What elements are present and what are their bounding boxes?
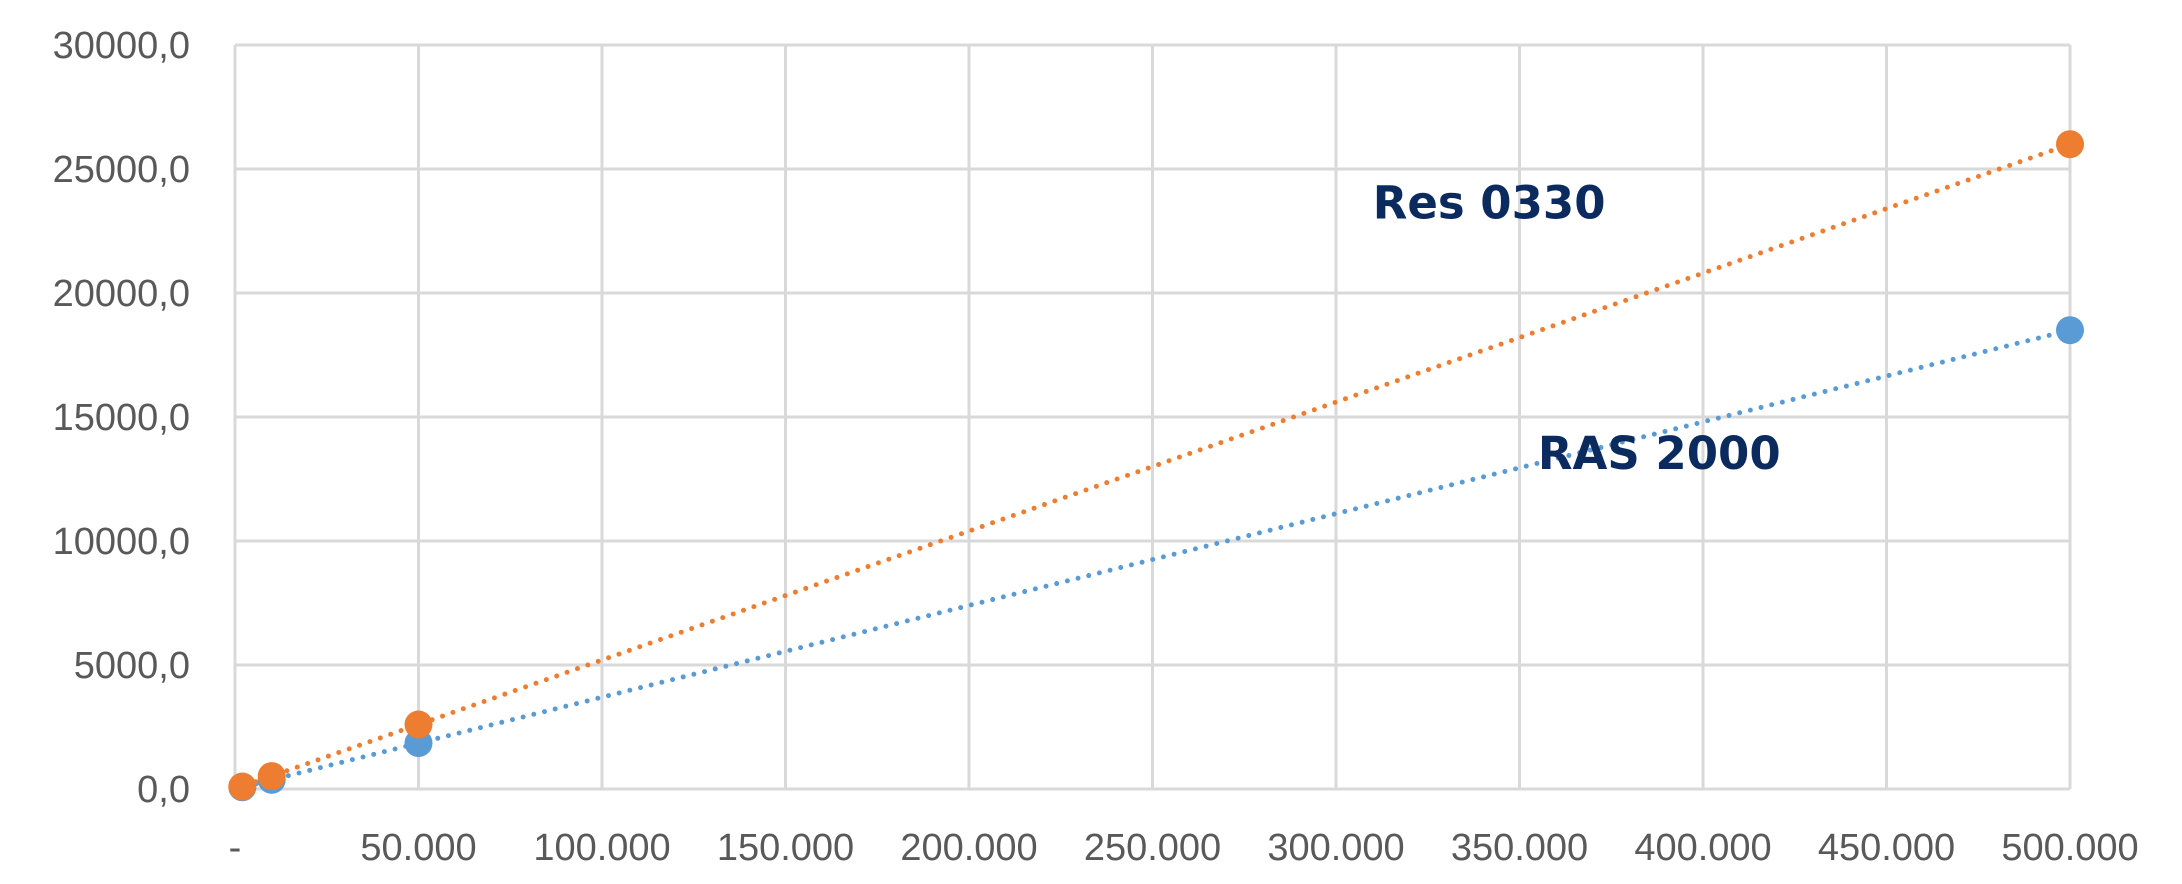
x-axis-labels: - 50.000 100.000 150.000 200.000 250.000 300.0…: [229, 827, 2139, 869]
data-points: [228, 130, 2084, 802]
y-tick-label: 10000,0: [53, 521, 190, 563]
x-tick-label: -: [229, 827, 242, 869]
y-tick-label: 0,0: [137, 769, 190, 811]
x-tick-label: 50.000: [360, 827, 476, 869]
y-tick-label: 30000,0: [53, 25, 190, 67]
series-label-res-0330: Res 0330: [1373, 177, 1606, 230]
x-tick-label: 300.000: [1267, 827, 1404, 869]
y-axis-labels: 0,0 5000,0 10000,0 15000,0 20000,0 25000,0 300…: [53, 25, 190, 811]
grid: [233, 43, 2072, 791]
data-point-res-0330: [404, 710, 433, 739]
trendlines: [232, 141, 2073, 792]
y-tick-label: 15000,0: [53, 397, 190, 439]
y-tick-label: 20000,0: [53, 273, 190, 315]
y-tick-label: 25000,0: [53, 149, 190, 191]
x-tick-label: 350.000: [1451, 827, 1588, 869]
x-tick-label: 400.000: [1634, 827, 1771, 869]
trendline-ras-2000: [232, 327, 2073, 792]
x-tick-label: 500.000: [2001, 827, 2138, 869]
x-tick-label: 250.000: [1084, 827, 1221, 869]
x-tick-label: 150.000: [717, 827, 854, 869]
data-point-res-0330: [2056, 130, 2084, 159]
data-point-res-0330: [228, 772, 257, 801]
annotations: Res 0330 RAS 2000: [1373, 177, 1781, 480]
x-tick-label: 200.000: [900, 827, 1037, 869]
x-tick-label: 450.000: [1818, 827, 1955, 869]
x-tick-label: 100.000: [533, 827, 670, 869]
series-label-ras-2000: RAS 2000: [1538, 427, 1781, 480]
y-tick-label: 5000,0: [74, 645, 190, 687]
data-point-res-0330: [257, 762, 286, 791]
data-point-ras-2000: [2056, 316, 2084, 345]
